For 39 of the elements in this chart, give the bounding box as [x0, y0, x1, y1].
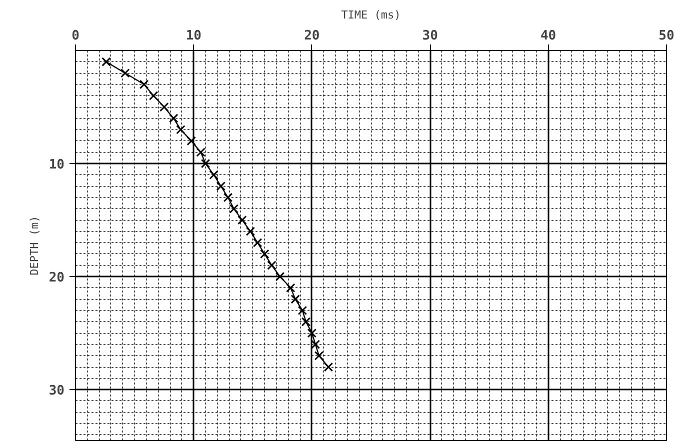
point: [238, 215, 247, 225]
point: [298, 306, 308, 316]
x-tick-label: 40: [540, 28, 556, 44]
point: [168, 114, 178, 123]
y-tick-label: 30: [48, 384, 65, 399]
x-tick-label: 20: [304, 28, 320, 44]
point: [186, 136, 196, 146]
y-tick-label: 10: [48, 158, 65, 173]
point: [229, 204, 239, 214]
x-tick-label: 0: [72, 28, 80, 44]
point: [176, 124, 186, 134]
point: [160, 102, 169, 112]
point: [209, 170, 218, 180]
point: [275, 272, 285, 282]
point: [260, 249, 270, 259]
point: [290, 294, 300, 304]
point: [223, 192, 233, 202]
point: [196, 148, 206, 157]
x-tick-label: 10: [186, 28, 202, 44]
y-axis-title: DEPTH (m): [28, 216, 41, 276]
point: [286, 283, 296, 293]
point: [324, 362, 334, 372]
point: [252, 238, 262, 248]
point: [307, 328, 317, 338]
point: [310, 340, 320, 350]
y-tick-label: 20: [48, 270, 65, 286]
point: [246, 226, 256, 236]
point: [148, 91, 158, 100]
point: [120, 68, 130, 78]
x-axis-title: TIME (ms): [341, 8, 401, 22]
point: [301, 317, 311, 326]
x-tick-label: 30: [422, 28, 438, 44]
x-tick-label: 50: [658, 28, 674, 44]
point: [200, 158, 210, 168]
point: [139, 80, 149, 90]
point: [216, 182, 226, 191]
point: [267, 260, 276, 270]
point: [102, 57, 111, 66]
point: [314, 351, 324, 360]
